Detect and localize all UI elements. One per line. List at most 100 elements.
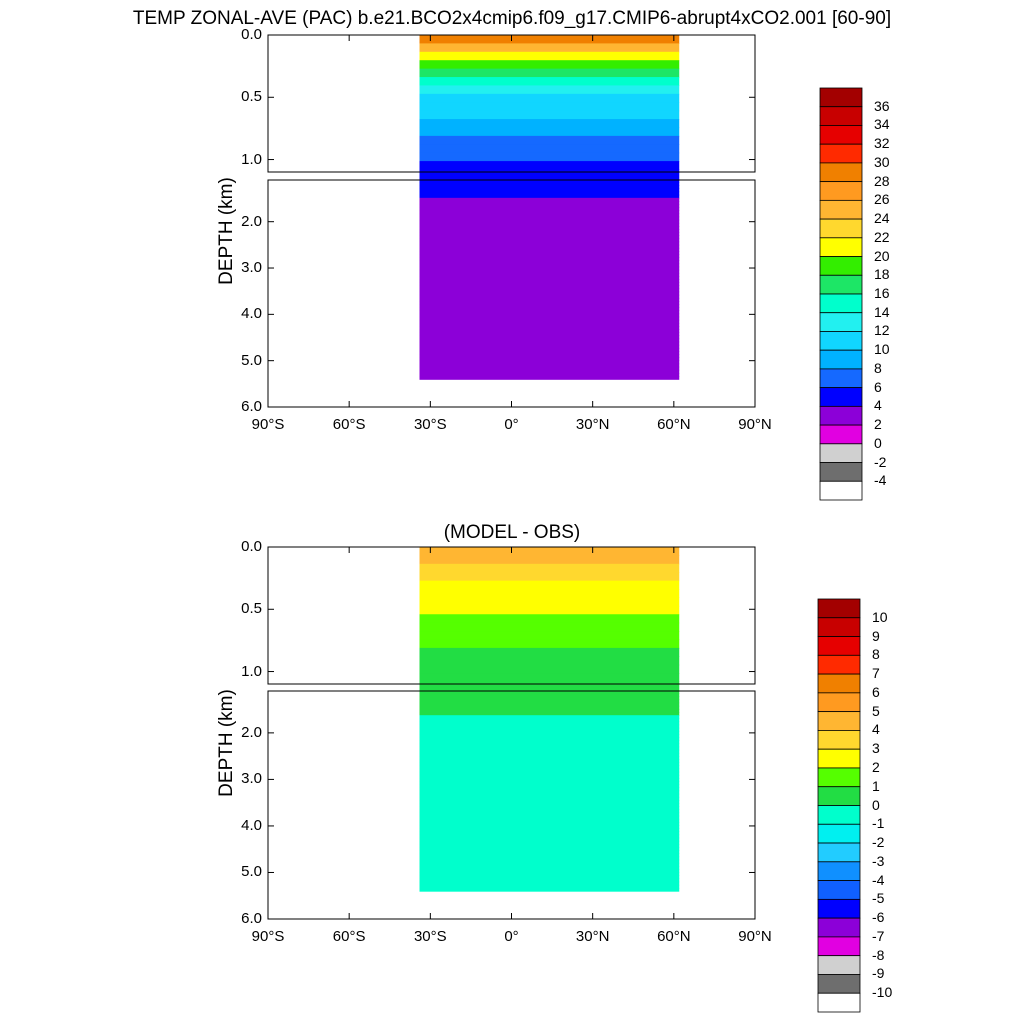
field-band <box>419 790 680 795</box>
field-band <box>419 288 680 293</box>
field-band <box>419 693 680 697</box>
field-band <box>419 250 680 255</box>
colorbar-swatch <box>817 786 861 806</box>
field-band <box>419 597 680 607</box>
field-band <box>419 771 680 776</box>
colorbar-label: 28 <box>874 172 890 189</box>
field-band <box>419 803 680 807</box>
colorbar-swatch <box>819 218 863 239</box>
field-band <box>419 341 680 346</box>
field-band <box>419 756 680 760</box>
x-tick-label: 30°N <box>575 416 610 433</box>
colorbar-label: 2 <box>874 416 882 433</box>
field-band <box>419 241 680 246</box>
field-band <box>419 185 680 190</box>
x-tick-label: 0° <box>504 416 519 433</box>
field-band <box>419 204 680 208</box>
colorbar-swatch <box>817 673 861 694</box>
colorbar-swatch <box>819 331 863 351</box>
colorbar-label: 8 <box>872 646 880 663</box>
field-band <box>419 705 680 710</box>
colorbar-label: 30 <box>874 153 890 170</box>
field-band <box>419 727 680 732</box>
field-band <box>419 878 680 883</box>
field-band <box>419 555 680 565</box>
colorbar-swatch <box>817 880 861 900</box>
y-tick-label: 2.0 <box>241 212 262 230</box>
field-band <box>419 831 680 836</box>
field-band <box>419 272 680 277</box>
colorbar-swatch <box>819 349 863 370</box>
field-band <box>419 850 680 854</box>
field-band <box>419 127 680 137</box>
colorbar-label: 36 <box>874 97 890 114</box>
field-band <box>419 765 680 770</box>
field-band <box>419 781 680 785</box>
field-band <box>419 232 680 236</box>
colorbar-swatch <box>819 443 863 463</box>
x-tick-label: 30°S <box>413 928 447 945</box>
field-band <box>419 110 680 120</box>
field-band <box>419 35 680 45</box>
y-tick-label: 6.0 <box>241 910 262 927</box>
colorbar-swatch <box>817 598 861 619</box>
field-band <box>419 297 680 302</box>
colorbar-label: -4 <box>874 472 887 489</box>
colorbar-swatch <box>819 293 863 314</box>
field-band <box>419 152 680 162</box>
colorbar-label: 24 <box>874 210 890 227</box>
field-band <box>419 254 680 258</box>
field-band <box>419 799 680 804</box>
field-band <box>419 809 680 814</box>
field-band <box>419 335 680 340</box>
field-band <box>419 724 680 729</box>
field-band <box>419 60 680 70</box>
colorbar-label: -1 <box>872 815 885 832</box>
field-band <box>419 752 680 757</box>
field-band <box>419 188 680 193</box>
field-band <box>419 332 680 337</box>
y-tick-label: 6.0 <box>241 398 262 415</box>
field-band <box>419 580 680 590</box>
colorbar-swatch <box>819 387 863 407</box>
field-band <box>419 715 680 719</box>
chart-1 <box>267 546 861 1013</box>
colorbar-swatch <box>817 654 861 675</box>
field-band <box>419 589 680 599</box>
field-band <box>419 169 680 173</box>
field-band <box>419 656 680 666</box>
colorbar-swatch <box>817 730 861 750</box>
field-band <box>419 366 680 371</box>
field-band <box>419 194 680 199</box>
field-band <box>419 774 680 779</box>
field-band <box>419 200 680 205</box>
field-band <box>419 746 680 751</box>
field-band <box>419 310 680 315</box>
field-band <box>419 793 680 798</box>
field-band <box>419 376 680 380</box>
x-tick-label: 90°N <box>738 928 772 945</box>
field-band <box>419 853 680 858</box>
field-band <box>419 316 680 321</box>
field-band <box>419 837 680 842</box>
field-band <box>419 712 680 716</box>
colorbar-label: -9 <box>872 965 885 982</box>
field-band <box>419 329 680 333</box>
field-band <box>419 307 680 312</box>
x-tick-label: 90°S <box>251 928 285 945</box>
y-tick-label: 0.5 <box>241 600 262 618</box>
colorbar-swatch <box>817 917 861 938</box>
y-tick-label: 1.0 <box>241 662 262 680</box>
field-band <box>419 865 680 870</box>
colorbar-swatch <box>817 617 861 637</box>
field-band <box>419 313 680 318</box>
field-band <box>419 282 680 286</box>
field-band <box>419 828 680 833</box>
field-band <box>419 743 680 748</box>
colorbar-label: 7 <box>872 665 880 682</box>
field-band <box>419 862 680 867</box>
field-band <box>419 737 680 741</box>
field-band <box>419 721 680 726</box>
field-band <box>419 304 680 308</box>
field-band <box>419 639 680 649</box>
